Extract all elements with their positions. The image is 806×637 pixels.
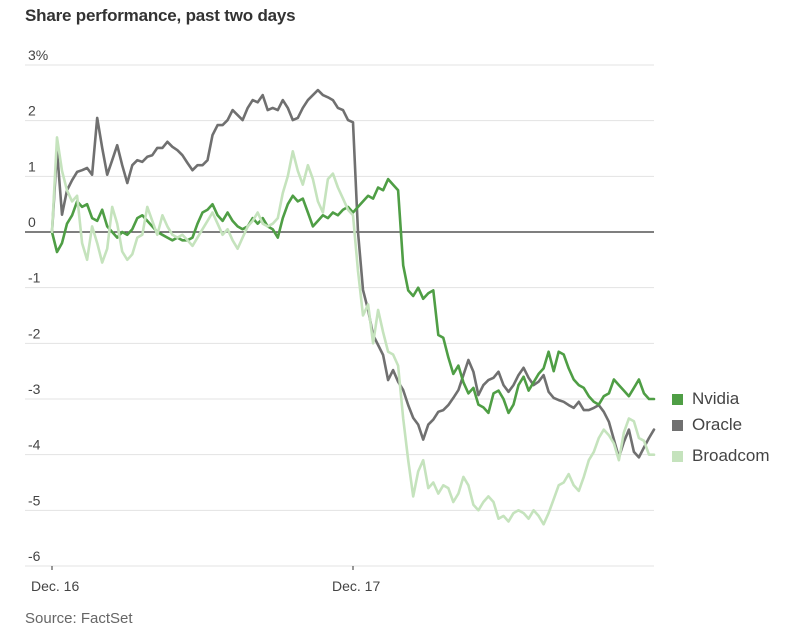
y-tick-label: -4	[28, 437, 41, 453]
legend-label: Oracle	[692, 415, 743, 434]
y-tick-label: -5	[28, 492, 41, 508]
legend-swatch-nvidia	[672, 393, 683, 405]
y-tick-label: -2	[28, 325, 41, 341]
y-tick-label: 1	[28, 158, 36, 174]
series-line-nvidia	[50, 177, 656, 415]
legend-label: Broadcom	[692, 446, 770, 465]
series-line-oracle	[50, 88, 656, 459]
source-note: Source: FactSet	[25, 610, 133, 627]
chart-title: Share performance, past two days	[25, 6, 296, 25]
x-axis: Dec. 16 Dec. 17	[31, 566, 380, 594]
y-tick-label: -6	[28, 548, 41, 564]
x-tick-label: Dec. 17	[332, 578, 380, 594]
y-axis-labels: 3% 2 1 0 -1 -2 -3 -4 -5 -6	[28, 47, 48, 564]
y-tick-label: 0	[28, 214, 36, 230]
y-tick-label: -1	[28, 270, 41, 286]
series-lines	[50, 88, 656, 526]
series-line-broadcom	[50, 136, 656, 526]
legend-label: Nvidia	[692, 389, 740, 408]
legend-item-nvidia: Nvidia	[672, 386, 769, 412]
legend-swatch-oracle	[672, 419, 683, 431]
legend-item-broadcom: Broadcom	[672, 443, 769, 469]
y-tick-label: 2	[28, 103, 36, 119]
x-tick-label: Dec. 16	[31, 578, 79, 594]
legend-item-oracle: Oracle	[672, 412, 769, 438]
gridlines	[25, 64, 654, 567]
y-tick-label: -3	[28, 381, 41, 397]
y-tick-label: 3%	[28, 47, 48, 63]
legend-swatch-broadcom	[672, 450, 683, 462]
legend: Nvidia Oracle Broadcom	[672, 386, 769, 469]
